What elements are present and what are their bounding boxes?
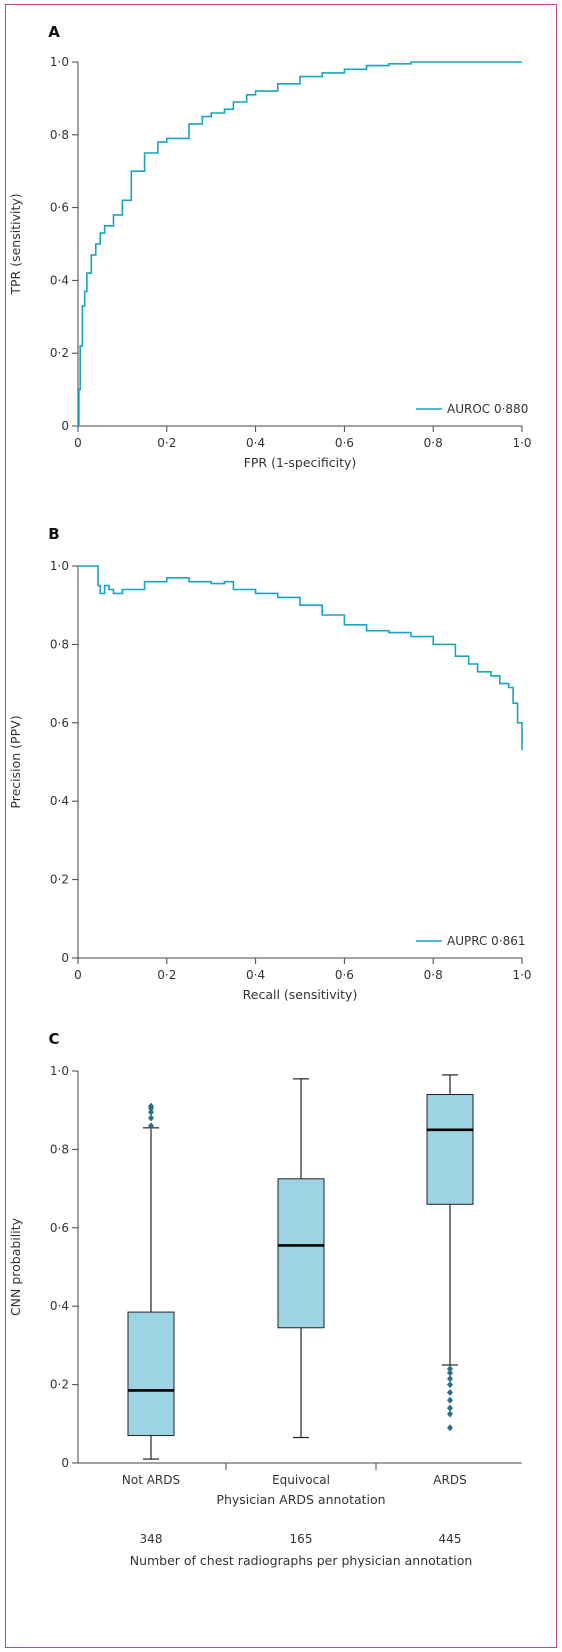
panel-label: B xyxy=(48,525,59,543)
outlier-point xyxy=(447,1369,453,1377)
y-axis-label: CNN probability xyxy=(8,1217,23,1316)
y-tick-label: 0·8 xyxy=(50,637,69,651)
y-tick-label: 0·6 xyxy=(50,716,69,730)
x-tick-label: 1·0 xyxy=(512,436,531,450)
y-tick-label: 0·2 xyxy=(50,346,69,360)
x-axis-label: Physician ARDS annotation xyxy=(216,1492,385,1507)
series-line xyxy=(78,61,522,427)
outlier-point xyxy=(148,1122,154,1130)
y-tick-label: 0 xyxy=(61,951,69,965)
outlier-point xyxy=(447,1424,453,1432)
x-tick-label: 0 xyxy=(74,968,82,982)
outlier-point xyxy=(447,1375,453,1383)
x-tick-label: 0·4 xyxy=(246,436,265,450)
outlier-point xyxy=(447,1365,453,1373)
y-tick-label: 0·2 xyxy=(50,873,69,887)
x-tick-label: 0·6 xyxy=(335,968,354,982)
y-tick-label: 0·2 xyxy=(50,1378,69,1392)
y-tick-label: 0·4 xyxy=(50,1299,69,1313)
outlier-point xyxy=(148,1114,154,1122)
y-axis-label: Precision (PPV) xyxy=(8,715,23,808)
category-label: Not ARDS xyxy=(122,1473,180,1487)
y-tick-label: 0 xyxy=(61,419,69,433)
count-label: 445 xyxy=(439,1532,462,1546)
y-tick-label: 0 xyxy=(61,1456,69,1470)
y-tick-label: 1·0 xyxy=(50,559,69,573)
category-label: ARDS xyxy=(433,1473,466,1487)
counts-title: Number of chest radiographs per physicia… xyxy=(130,1553,473,1568)
category-label: Equivocal xyxy=(272,1473,330,1487)
box-iqr xyxy=(277,1178,325,1329)
outlier-point xyxy=(447,1396,453,1404)
x-tick-label: 1·0 xyxy=(512,968,531,982)
x-tick-label: 0 xyxy=(74,436,82,450)
outlier-point xyxy=(447,1404,453,1412)
count-label: 165 xyxy=(290,1532,313,1546)
y-tick-label: 0·6 xyxy=(50,1221,69,1235)
x-axis-label: FPR (1-specificity) xyxy=(244,455,357,470)
x-tick-label: 0·4 xyxy=(246,968,265,982)
y-tick-label: 1·0 xyxy=(50,55,69,69)
count-label: 348 xyxy=(140,1532,163,1546)
figure-canvas: A 0 0·2 0·4 0·6 0·8 1·0 TPR (sensitivity) 0 0·2 0·… xyxy=(8,23,532,1568)
series-line xyxy=(78,565,523,751)
x-axis-label: Recall (sensitivity) xyxy=(243,987,358,1002)
box-iqr xyxy=(426,1094,474,1205)
y-tick-label: 1·0 xyxy=(50,1064,69,1078)
y-tick-label: 0·4 xyxy=(50,794,69,808)
figure-frame: A 0 0·2 0·4 0·6 0·8 1·0 TPR (sensitivity) 0 0·2 0·… xyxy=(5,4,557,1648)
outlier-point xyxy=(447,1410,453,1418)
y-axis-label: TPR (sensitivity) xyxy=(8,193,23,295)
legend-label: AUROC 0·880 xyxy=(447,402,528,416)
panel-label: A xyxy=(48,23,60,41)
x-tick-label: 0·6 xyxy=(335,436,354,450)
y-tick-label: 0·4 xyxy=(50,273,69,287)
y-tick-label: 0·8 xyxy=(50,1142,69,1156)
x-tick-label: 0·2 xyxy=(157,436,176,450)
outlier-point xyxy=(447,1388,453,1396)
y-tick-label: 0·8 xyxy=(50,128,69,142)
x-tick-label: 0·8 xyxy=(424,436,443,450)
x-tick-label: 0·2 xyxy=(157,968,176,982)
panel-label: C xyxy=(48,1030,59,1048)
box-iqr xyxy=(127,1311,175,1437)
y-tick-label: 0·6 xyxy=(50,201,69,215)
outlier-point xyxy=(148,1102,154,1110)
outlier-point xyxy=(148,1108,154,1116)
outlier-point xyxy=(447,1381,453,1389)
legend-label: AUPRC 0·861 xyxy=(447,934,526,948)
x-tick-label: 0·8 xyxy=(424,968,443,982)
